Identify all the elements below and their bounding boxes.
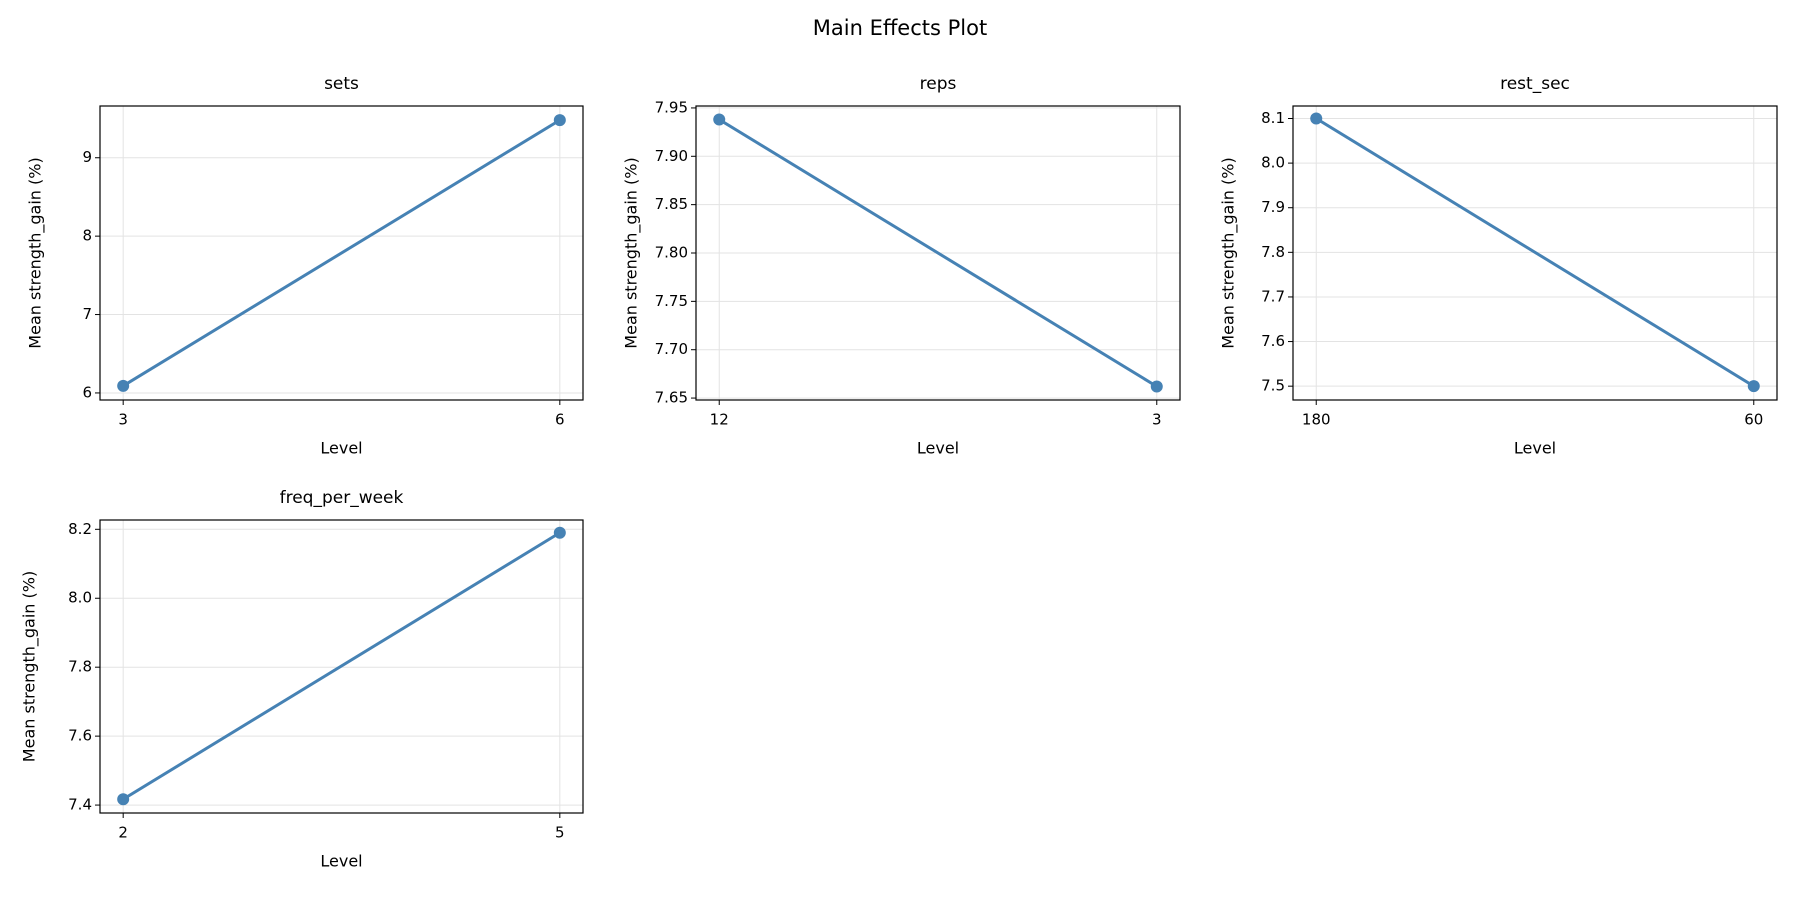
subplot-title: freq_per_week	[280, 488, 404, 508]
point	[117, 793, 130, 806]
axes-frame	[1292, 105, 1778, 401]
axes-frame	[99, 519, 584, 814]
y-tick-label: 8.0	[68, 589, 92, 607]
y-tick-label: 7.6	[1261, 332, 1285, 350]
subplot-title: sets	[324, 74, 359, 94]
point	[117, 379, 130, 392]
x-tick-label: 3	[1152, 411, 1162, 429]
line	[1315, 117, 1755, 388]
axes-frame	[695, 105, 1181, 401]
y-tick-label: 7.90	[655, 147, 688, 165]
y-tick-label: 7.75	[655, 292, 688, 310]
point	[1150, 380, 1163, 393]
y-tick-label: 6	[82, 383, 92, 401]
y-tick-label: 8.0	[1261, 154, 1285, 172]
x-axis-label: Level	[917, 439, 959, 458]
line	[122, 531, 561, 801]
y-tick-label: 7.65	[655, 389, 688, 407]
x-tick-label: 6	[555, 411, 565, 429]
x-tick-label: 3	[118, 411, 128, 429]
y-tick-label: 7	[82, 305, 92, 323]
point	[553, 526, 566, 539]
y-tick-label: 7.80	[655, 244, 688, 262]
line	[122, 118, 561, 388]
y-tick-label: 7.6	[68, 727, 92, 745]
figure-title: Main Effects Plot	[813, 16, 987, 40]
y-tick-label: 7.95	[655, 98, 688, 116]
y-tick-label: 7.85	[655, 195, 688, 213]
y-axis-label: Mean strength_gain (%)	[26, 157, 46, 348]
x-tick-label: 60	[1744, 411, 1763, 429]
x-tick-label: 180	[1302, 411, 1331, 429]
point	[553, 114, 566, 127]
point	[713, 113, 726, 126]
line	[718, 118, 1158, 388]
y-tick-label: 9	[82, 148, 92, 166]
x-axis-label: Level	[320, 852, 362, 871]
subplot-title: reps	[920, 74, 957, 94]
y-axis-label: Mean strength_gain (%)	[20, 571, 40, 762]
y-tick-label: 7.70	[655, 340, 688, 358]
x-tick-label: 12	[710, 411, 729, 429]
y-tick-label: 7.8	[1261, 243, 1285, 261]
subplot: 6 7 8 9 3 6 sets Level Mean strength_gain (%)	[26, 74, 584, 458]
y-tick-label: 8	[82, 227, 92, 245]
point	[1747, 380, 1760, 393]
y-tick-label: 7.4	[68, 796, 92, 814]
x-tick-label: 5	[555, 824, 565, 842]
subplot-title: rest_sec	[1500, 74, 1570, 94]
subplot: 7.65 7.70 7.75 7.80 7.85 7.90 7.95 12 3 reps Level…	[622, 74, 1181, 458]
y-tick-label: 7.8	[68, 658, 92, 676]
x-axis-label: Level	[1514, 439, 1556, 458]
y-tick-label: 7.7	[1261, 287, 1285, 305]
x-axis-label: Level	[320, 439, 362, 458]
y-axis-label: Mean strength_gain (%)	[1219, 157, 1239, 348]
y-tick-label: 8.1	[1261, 109, 1285, 127]
subplot: 7.5 7.6 7.7 7.8 7.9 8.0 8.1 180 60 rest_sec Level M…	[1219, 74, 1778, 458]
y-axis-label: Mean strength_gain (%)	[622, 157, 642, 348]
subplot: 7.4 7.6 7.8 8.0 8.2 2 5 freq_per_week Level Mean …	[20, 488, 584, 871]
point	[1310, 112, 1323, 125]
axes-frame	[99, 105, 584, 401]
y-tick-label: 8.2	[68, 520, 92, 538]
x-tick-label: 2	[118, 824, 128, 842]
y-tick-label: 7.9	[1261, 198, 1285, 216]
y-tick-label: 7.5	[1261, 377, 1285, 395]
